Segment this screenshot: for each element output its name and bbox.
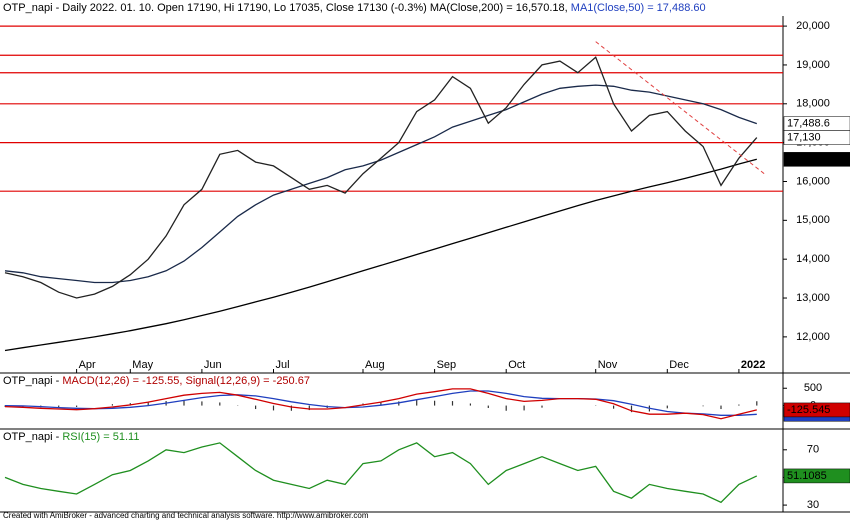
title-part: RSI(15) = 51.11 [62, 431, 139, 443]
title-part: MA1(Close,50) = 17,488.60 [571, 2, 706, 14]
y-tick-label: 14,000 [796, 253, 830, 265]
x-tick-label: Sep [437, 359, 457, 371]
histogram-bar [738, 404, 740, 406]
y-tick-label: 19,000 [796, 59, 830, 71]
last-value-label: 17,488.6 [787, 118, 830, 130]
y-tick-label: 500 [804, 382, 822, 394]
last-value-label: 51.1085 [787, 470, 827, 482]
last-value-box [783, 468, 850, 484]
x-tick-label: Nov [598, 359, 618, 371]
x-tick-label: Oct [508, 359, 525, 371]
y-tick-label: 13,000 [796, 292, 830, 304]
series-line [4, 442, 758, 504]
histogram-bar [58, 405, 60, 407]
histogram-bar [666, 405, 668, 409]
last-value-label: 16,570.2 [787, 153, 830, 165]
last-value-label: -125.545 [787, 404, 830, 416]
x-tick-label: Jun [204, 359, 222, 371]
histogram-bar [111, 404, 113, 406]
histogram-bar [505, 405, 507, 411]
histogram-bar [255, 405, 257, 410]
y-tick-label: 16,000 [796, 175, 830, 187]
histogram-bar [523, 405, 525, 411]
y-tick-label: 30 [807, 499, 819, 511]
last-value-box [783, 130, 850, 145]
histogram-bar [380, 402, 382, 406]
title-part: OTP_napi - [3, 375, 62, 387]
series-line [4, 390, 757, 416]
histogram-bar [756, 401, 758, 406]
histogram-bar [613, 405, 615, 409]
histogram-bar [147, 402, 149, 406]
y-tick-label: 12,000 [796, 331, 830, 343]
last-value-box [783, 402, 850, 418]
histogram-bar [469, 403, 471, 406]
title-part: OTP_napi - Daily 2022. 01. 10. Open 1719… [3, 2, 568, 14]
x-tick-label: 2022 [741, 359, 765, 371]
pane-title: OTP_napi - MACD(12,26) = -125.55, Signal… [3, 375, 310, 387]
histogram-bar [541, 405, 543, 408]
x-tick-label: Dec [669, 359, 689, 371]
histogram-bar [398, 401, 400, 406]
title-part: OTP_napi - [3, 431, 62, 443]
pane-title: OTP_napi - Daily 2022. 01. 10. Open 1719… [3, 2, 706, 14]
series-line [4, 84, 758, 284]
x-tick-label: Apr [79, 359, 96, 371]
pane-title: OTP_napi - RSI(15) = 51.11 [3, 431, 139, 443]
histogram-bar [290, 405, 292, 411]
series-line [4, 56, 758, 299]
histogram-bar [219, 402, 221, 406]
last-value-label: 17,130 [787, 131, 821, 143]
histogram-bar [434, 400, 436, 406]
histogram-bar [183, 400, 185, 406]
histogram-bar [720, 405, 722, 410]
histogram-bar [76, 405, 78, 407]
histogram-bar [201, 401, 203, 406]
last-value-box [783, 152, 850, 167]
x-tick-label: Aug [365, 359, 385, 371]
y-tick-label: 18,000 [796, 98, 830, 110]
y-tick-label: 15,000 [796, 214, 830, 226]
title-part: MACD(12,26) = -125.55, Signal(12,26,9) =… [62, 375, 310, 387]
histogram-bar [487, 405, 489, 408]
y-tick-label: 70 [807, 444, 819, 456]
trendline [595, 41, 767, 176]
histogram-bar [630, 405, 633, 413]
histogram-bar [702, 405, 704, 407]
series-line [4, 388, 757, 420]
x-tick-label: May [132, 359, 153, 371]
histogram-bar [416, 400, 418, 406]
histogram-bar [272, 405, 275, 411]
series-line [4, 158, 757, 352]
histogram-bar [451, 401, 454, 406]
x-tick-label: Jul [276, 359, 290, 371]
histogram-bar [308, 405, 310, 411]
y-tick-label: 20,000 [796, 20, 830, 32]
footer: Created with AmiBroker - advanced charti… [3, 511, 369, 520]
